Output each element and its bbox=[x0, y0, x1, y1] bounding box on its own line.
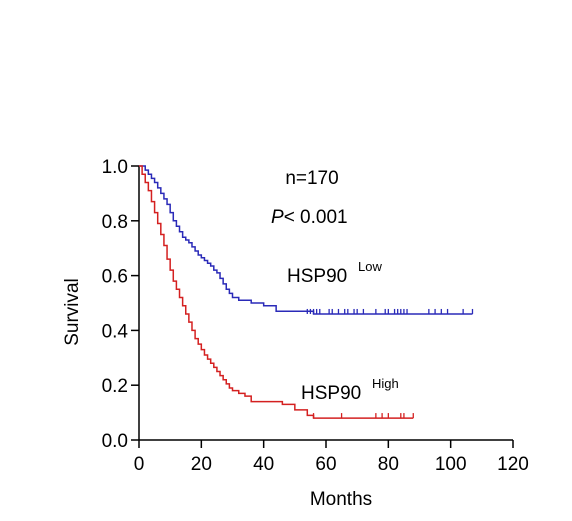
survival-curve-low bbox=[139, 165, 473, 315]
survival-curve-high bbox=[139, 165, 414, 419]
y-axis: 0.0 0.2 0.4 0.6 0.8 1.0 bbox=[102, 157, 140, 452]
p-value-annotation: P< 0.001 bbox=[271, 207, 348, 228]
x-axis-label: Months bbox=[310, 489, 372, 510]
x-tick-label: 100 bbox=[435, 454, 467, 475]
y-axis-label: Survival bbox=[62, 278, 83, 346]
x-tick-label: 120 bbox=[497, 454, 529, 475]
low-series-label: HSP90 bbox=[287, 266, 347, 287]
y-tick-label: 0.8 bbox=[102, 212, 128, 233]
high-series-label: HSP90 bbox=[301, 383, 361, 404]
low-series-label-main: HSP90 bbox=[287, 266, 347, 287]
high-series-label-main: HSP90 bbox=[301, 383, 361, 404]
x-tick-label: 0 bbox=[134, 454, 145, 475]
x-tick-label: 40 bbox=[253, 454, 274, 475]
x-axis: 0 20 40 60 80 100 120 bbox=[134, 439, 529, 475]
low-series-label-superscript: Low bbox=[358, 259, 382, 274]
p-value-text: < 0.001 bbox=[284, 207, 348, 228]
y-tick-label: 0.0 bbox=[102, 431, 128, 452]
y-tick-label: 1.0 bbox=[102, 157, 128, 178]
x-tick-label: 20 bbox=[191, 454, 212, 475]
y-tick-label: 0.4 bbox=[102, 321, 129, 342]
y-tick-label: 0.6 bbox=[102, 267, 128, 288]
y-tick-label: 0.2 bbox=[102, 376, 128, 397]
high-series-label-superscript: High bbox=[372, 376, 399, 391]
p-value-symbol: P bbox=[271, 207, 284, 228]
x-tick-label: 80 bbox=[378, 454, 399, 475]
x-tick-label: 60 bbox=[315, 454, 336, 475]
sample-size-annotation: n=170 bbox=[285, 168, 338, 189]
plot-lines bbox=[139, 165, 474, 419]
